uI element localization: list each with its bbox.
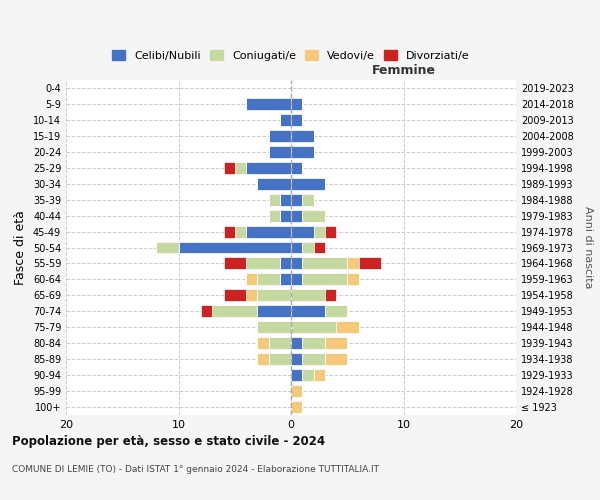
Bar — [156, 242, 179, 254]
Bar — [179, 242, 291, 254]
Bar — [212, 306, 257, 318]
Bar — [347, 274, 359, 285]
Bar — [291, 114, 302, 126]
Bar — [257, 290, 291, 302]
Legend: Celibi/Nubili, Coniugati/e, Vedovi/e, Divorziati/e: Celibi/Nubili, Coniugati/e, Vedovi/e, Di… — [108, 46, 474, 65]
Bar — [246, 274, 257, 285]
Bar — [269, 194, 280, 205]
Bar — [302, 337, 325, 349]
Bar — [291, 130, 314, 142]
Bar — [347, 258, 359, 270]
Bar — [291, 337, 302, 349]
Bar — [223, 226, 235, 237]
Bar — [257, 322, 291, 333]
Bar — [291, 146, 314, 158]
Text: Popolazione per età, sesso e stato civile - 2024: Popolazione per età, sesso e stato civil… — [12, 435, 325, 448]
Bar — [257, 353, 269, 365]
Bar — [246, 258, 280, 270]
Bar — [280, 210, 291, 222]
Bar — [269, 353, 291, 365]
Bar — [257, 306, 291, 318]
Bar — [201, 306, 212, 318]
Bar — [359, 258, 381, 270]
Bar — [246, 98, 291, 110]
Bar — [325, 226, 336, 237]
Bar — [291, 98, 302, 110]
Bar — [257, 337, 269, 349]
Bar — [280, 194, 291, 205]
Bar — [291, 290, 325, 302]
Bar — [223, 290, 246, 302]
Y-axis label: Anni di nascita: Anni di nascita — [583, 206, 593, 289]
Bar — [269, 130, 291, 142]
Bar — [257, 178, 291, 190]
Bar — [325, 290, 336, 302]
Bar — [235, 162, 246, 173]
Bar — [291, 242, 302, 254]
Text: COMUNE DI LEMIE (TO) - Dati ISTAT 1° gennaio 2024 - Elaborazione TUTTITALIA.IT: COMUNE DI LEMIE (TO) - Dati ISTAT 1° gen… — [12, 465, 379, 474]
Bar — [302, 258, 347, 270]
Bar — [291, 385, 302, 397]
Bar — [314, 369, 325, 381]
Bar — [246, 290, 257, 302]
Bar — [336, 322, 359, 333]
Bar — [291, 401, 302, 413]
Bar — [280, 274, 291, 285]
Bar — [302, 194, 314, 205]
Bar — [291, 210, 302, 222]
Text: Femmine: Femmine — [371, 64, 436, 76]
Bar — [291, 322, 336, 333]
Bar — [325, 353, 347, 365]
Bar — [302, 242, 314, 254]
Bar — [280, 258, 291, 270]
Bar — [269, 337, 291, 349]
Bar — [291, 194, 302, 205]
Bar — [302, 274, 347, 285]
Bar — [246, 226, 291, 237]
Y-axis label: Fasce di età: Fasce di età — [14, 210, 27, 285]
Bar — [235, 226, 246, 237]
Bar — [325, 306, 347, 318]
Bar — [291, 274, 302, 285]
Bar — [269, 146, 291, 158]
Bar — [280, 114, 291, 126]
Bar — [314, 226, 325, 237]
Bar — [223, 258, 246, 270]
Bar — [269, 210, 280, 222]
Bar — [302, 210, 325, 222]
Bar — [291, 306, 325, 318]
Bar — [302, 369, 314, 381]
Bar — [257, 274, 280, 285]
Bar — [291, 178, 325, 190]
Bar — [223, 162, 235, 173]
Bar — [325, 337, 347, 349]
Bar — [302, 353, 325, 365]
Bar — [291, 162, 302, 173]
Bar — [291, 258, 302, 270]
Bar — [291, 369, 302, 381]
Bar — [246, 162, 291, 173]
Bar — [314, 242, 325, 254]
Bar — [291, 226, 314, 237]
Bar — [291, 353, 302, 365]
